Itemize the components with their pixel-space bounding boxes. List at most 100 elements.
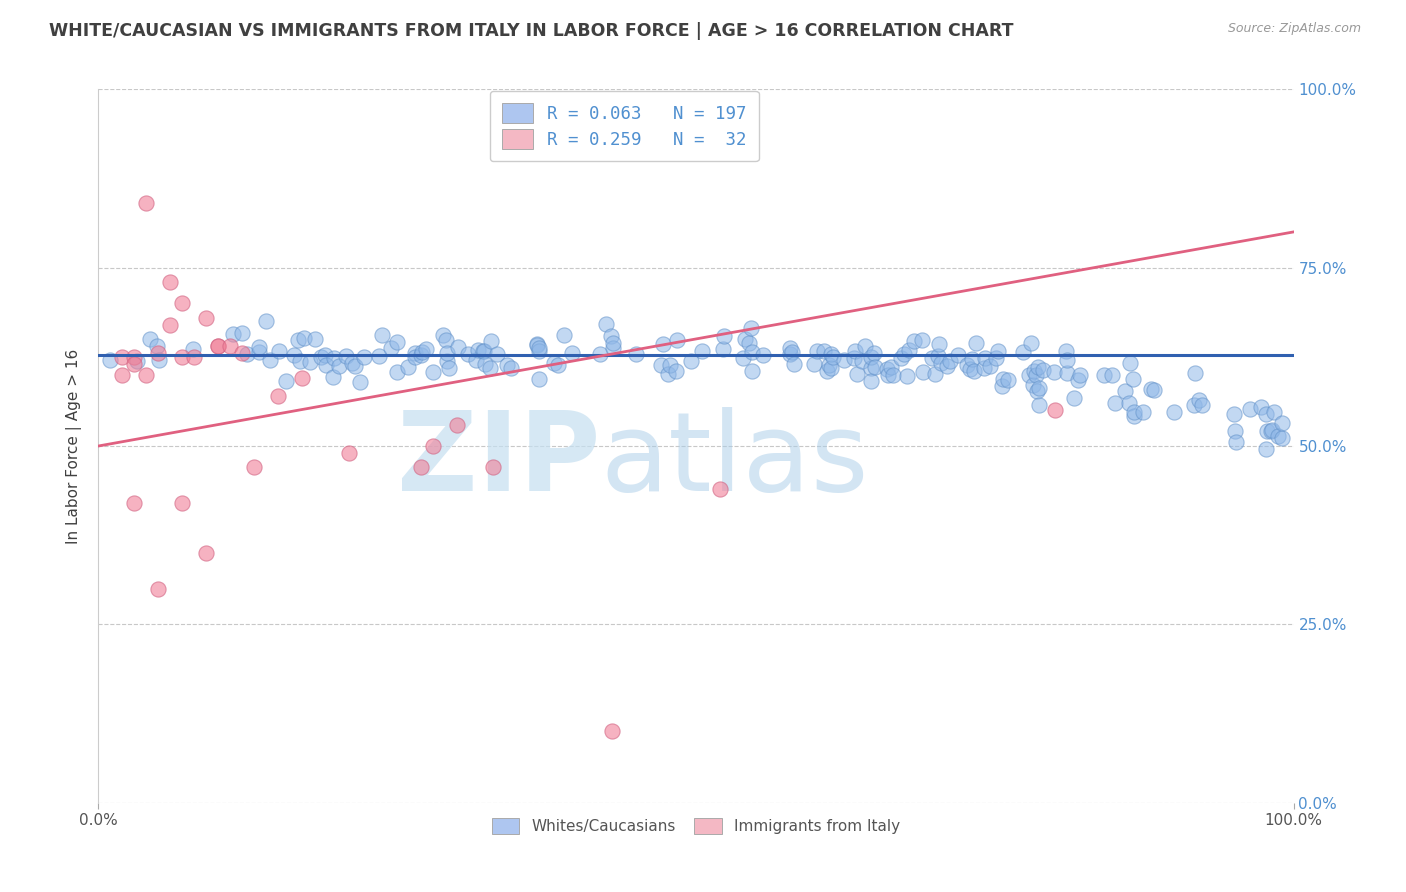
Point [803,357,825,371]
Point [711,342,734,356]
Point [924,368,946,382]
Text: atlas: atlas [600,407,869,514]
Point [404,346,426,360]
Point [741,345,763,359]
Point [832,352,855,367]
Point [339,446,361,460]
Point [254,314,277,328]
Point [259,352,281,367]
Point [1026,384,1049,398]
Point [195,310,218,325]
Point [898,343,921,357]
Point [912,365,935,379]
Point [692,343,714,358]
Point [927,349,949,363]
Point [1123,405,1146,419]
Point [963,363,986,377]
Point [659,358,682,372]
Point [752,348,775,362]
Point [447,340,470,354]
Point [734,332,756,346]
Point [903,334,925,348]
Point [1139,382,1161,396]
Point [1143,383,1166,397]
Point [385,365,408,379]
Point [709,482,731,496]
Point [222,326,245,341]
Point [274,374,297,388]
Point [862,346,884,360]
Point [1067,373,1090,387]
Point [247,340,270,354]
Point [422,439,444,453]
Point [527,342,550,356]
Point [124,357,146,371]
Point [172,350,194,364]
Point [1267,429,1289,443]
Point [172,296,194,310]
Point [851,353,873,368]
Point [806,344,828,359]
Point [1069,368,1091,382]
Point [436,346,458,360]
Point [1260,423,1282,437]
Point [287,333,309,347]
Point [207,339,229,353]
Point [820,360,842,375]
Point [219,339,242,353]
Point [813,343,835,358]
Point [527,343,550,358]
Point [626,346,648,360]
Point [960,352,983,367]
Point [974,351,997,366]
Point [997,373,1019,387]
Point [415,342,437,356]
Point [1260,424,1282,438]
Point [1054,343,1077,358]
Point [738,335,761,350]
Point [411,460,433,475]
Point [602,335,624,350]
Point [1019,335,1042,350]
Point [368,350,391,364]
Point [495,358,517,372]
Point [1122,372,1144,386]
Point [436,353,458,368]
Point [547,358,569,372]
Point [652,337,675,351]
Point [911,334,934,348]
Point [959,362,981,376]
Point [465,353,488,368]
Point [1184,398,1206,412]
Point [432,328,454,343]
Point [935,359,957,373]
Point [148,582,170,596]
Point [439,360,461,375]
Point [434,334,457,348]
Point [600,329,623,343]
Point [1184,366,1206,380]
Point [543,356,565,370]
Point [472,343,495,358]
Point [845,367,868,381]
Point [1025,368,1047,382]
Point [236,347,259,361]
Point [939,353,962,368]
Point [409,348,432,362]
Point [304,333,326,347]
Point [1114,384,1136,399]
Point [314,348,336,362]
Point [322,369,344,384]
Point [315,358,337,372]
Point [292,330,315,344]
Point [987,344,1010,359]
Point [411,345,433,359]
Point [1239,402,1261,417]
Point [387,334,409,349]
Text: Source: ZipAtlas.com: Source: ZipAtlas.com [1227,22,1361,36]
Point [877,368,900,383]
Point [344,359,367,373]
Point [1119,356,1142,370]
Point [1223,407,1246,421]
Point [467,343,489,358]
